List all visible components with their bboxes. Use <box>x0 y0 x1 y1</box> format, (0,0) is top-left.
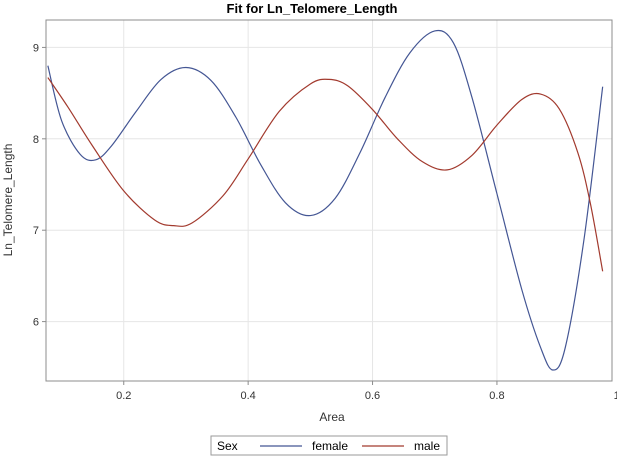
series-line-male <box>47 77 604 272</box>
x-axis-title: Area <box>319 410 345 424</box>
y-tick-label: 7 <box>33 225 39 237</box>
y-tick-label: 9 <box>33 42 39 54</box>
plot-area: 0.2 0.4 0.6 0.8 1.0 6 7 8 9 <box>33 19 617 402</box>
y-axis-title: Ln_Telomere_Length <box>1 144 15 257</box>
x-tick-label: 0.4 <box>240 390 255 402</box>
x-tick-label: 1.0 <box>614 390 617 402</box>
legend-title: Sex <box>217 439 238 453</box>
legend: Sex female male <box>210 435 448 456</box>
plot-frame <box>45 19 613 382</box>
legend-frame <box>210 435 448 456</box>
x-tick-label: 0.6 <box>365 390 380 402</box>
y-tick-label: 6 <box>33 317 39 329</box>
x-tick-label: 0.2 <box>116 390 131 402</box>
legend-label-female: female <box>312 439 348 453</box>
chart-title: Fit for Ln_Telomere_Length <box>227 1 398 16</box>
legend-label-male: male <box>414 439 440 453</box>
y-tick-label: 8 <box>33 134 39 146</box>
x-tick-label: 0.8 <box>489 390 504 402</box>
series-line-female <box>47 29 604 371</box>
